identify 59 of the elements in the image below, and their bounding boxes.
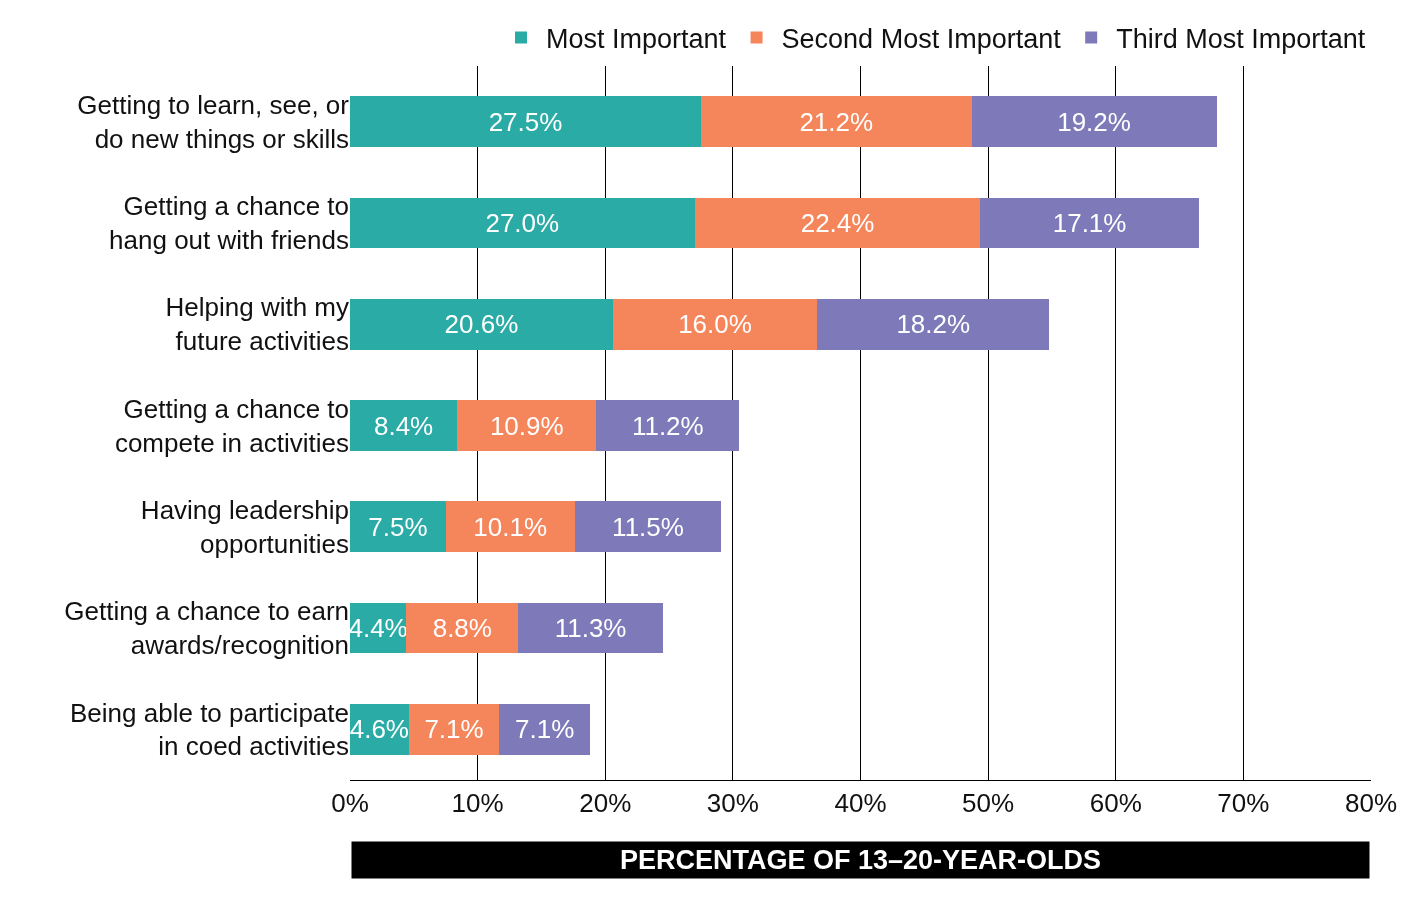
y-tick-label: Helping with my future activities [165, 292, 349, 357]
data-label: 19.2% [1057, 106, 1131, 137]
y-tick-label: Getting to learn, see, or do new things or skills [77, 89, 350, 154]
y-tick-label: Getting a chance to hang out with friends [109, 191, 349, 255]
data-label: 8.8% [432, 613, 492, 644]
bar [700, 96, 972, 148]
y-tick-label: Being able to participate in coed activities [70, 697, 349, 762]
bar [518, 602, 663, 654]
data-label: 22.4% [800, 207, 875, 238]
x-tick-label: 80% [1344, 788, 1398, 819]
bar [445, 501, 575, 553]
data-label: 20.6% [444, 309, 519, 340]
bar [350, 501, 446, 553]
x-tick-label: 0% [331, 788, 369, 819]
legend-label: Second Most Important [781, 24, 1062, 55]
bar [350, 298, 613, 350]
bar [350, 197, 695, 249]
data-label: 11.3% [554, 613, 627, 644]
data-label: 4.4% [348, 613, 408, 644]
data-label: 18.2% [896, 309, 971, 340]
bar [694, 197, 981, 249]
bar [980, 197, 1199, 249]
bar [350, 96, 701, 148]
x-axis-title: PERCENTAGE OF 13–20-YEAR-OLDS [619, 845, 1102, 875]
data-label: 8.4% [373, 410, 434, 441]
data-label: 11.5% [612, 511, 684, 542]
bar [971, 96, 1217, 148]
x-tick-label: 50% [962, 788, 1015, 819]
x-tick-label: 60% [1089, 788, 1142, 819]
data-label: 27.5% [488, 106, 563, 137]
y-tick-label: Getting a chance to compete in activities [114, 393, 349, 458]
data-label: 10.1% [473, 511, 548, 542]
bar [817, 298, 1050, 350]
x-tick-label: 10% [451, 788, 504, 819]
data-label: 7.1% [514, 714, 575, 745]
x-tick-label: 20% [579, 788, 632, 819]
data-label: 10.9% [489, 410, 564, 441]
bar [596, 400, 740, 451]
data-label: 7.1% [424, 714, 484, 745]
legend-label: Most Important [546, 24, 727, 55]
data-label: 4.6% [349, 714, 409, 745]
x-tick-label: 70% [1217, 788, 1270, 819]
y-tick-label: Having leadership opportunities [140, 495, 349, 559]
data-label: 11.2% [631, 410, 704, 441]
data-label: 7.5% [368, 511, 428, 542]
data-label: 27.0% [485, 207, 560, 238]
bar [457, 400, 597, 451]
legend-label: Third Most Important [1116, 24, 1366, 55]
bar [408, 704, 500, 755]
data-label: 16.0% [678, 309, 752, 340]
x-tick-label: 30% [706, 788, 759, 819]
bar [350, 400, 458, 451]
data-label: 21.2% [799, 106, 874, 137]
y-tick-label: Getting a chance to earn awards/recognition [64, 596, 349, 661]
bar [574, 501, 722, 553]
data-label: 17.1% [1052, 207, 1127, 238]
bar [612, 298, 818, 350]
x-tick-label: 40% [834, 788, 887, 819]
bar [499, 704, 590, 755]
